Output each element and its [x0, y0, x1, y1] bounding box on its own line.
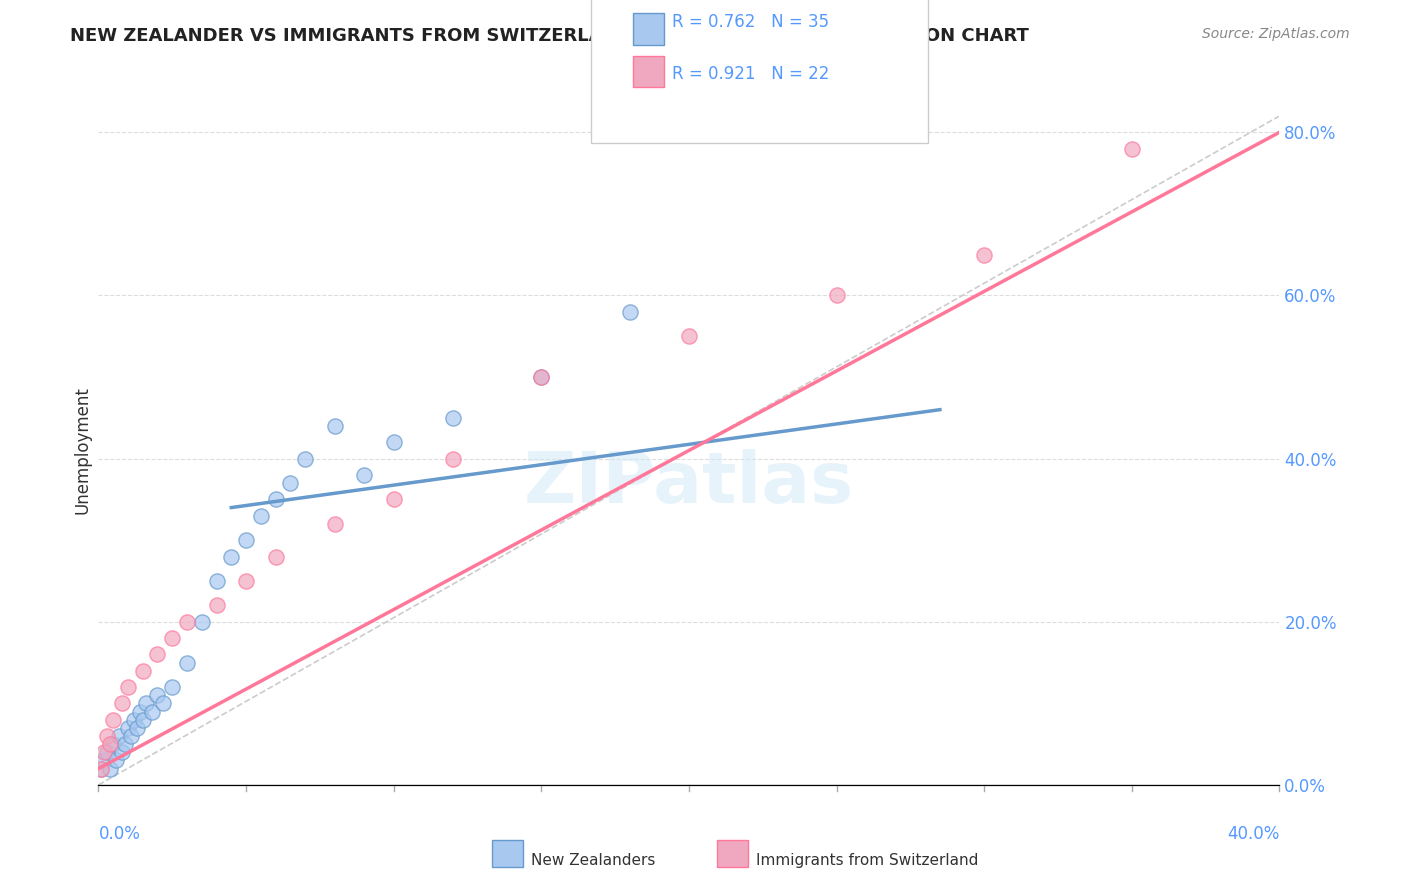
Point	[90, 762, 112, 776]
Point	[162, 680, 183, 694]
Point	[96, 745, 118, 759]
Point	[93, 745, 115, 759]
Point	[117, 680, 139, 694]
Text: R = 0.762   N = 35: R = 0.762 N = 35	[672, 13, 830, 31]
Point	[294, 451, 316, 466]
Point	[132, 713, 155, 727]
Point	[146, 688, 169, 702]
Point	[264, 492, 287, 507]
Y-axis label: Unemployment: Unemployment	[73, 386, 91, 515]
Point	[162, 631, 183, 645]
Text: 0.0%: 0.0%	[98, 825, 141, 843]
Point	[191, 615, 214, 629]
Point	[90, 762, 112, 776]
Point	[323, 516, 346, 531]
Text: R = 0.921   N = 22: R = 0.921 N = 22	[672, 65, 830, 83]
Point	[141, 705, 163, 719]
Point	[93, 754, 115, 768]
Point	[382, 492, 405, 507]
Point	[205, 599, 228, 613]
Text: New Zealanders: New Zealanders	[531, 854, 655, 868]
Point	[117, 721, 139, 735]
Point	[441, 410, 464, 425]
Point	[108, 729, 131, 743]
Point	[132, 664, 155, 678]
Point	[973, 247, 995, 261]
Point	[441, 451, 464, 466]
Text: Immigrants from Switzerland: Immigrants from Switzerland	[756, 854, 979, 868]
Point	[146, 648, 169, 662]
Point	[128, 705, 150, 719]
Point	[825, 288, 848, 302]
Point	[114, 737, 136, 751]
Point	[530, 370, 553, 384]
Text: 40.0%: 40.0%	[1227, 825, 1279, 843]
Point	[278, 476, 302, 491]
Point	[103, 737, 125, 751]
Point	[250, 508, 273, 523]
Point	[353, 467, 375, 482]
Point	[103, 713, 125, 727]
Point	[152, 697, 174, 711]
Point	[176, 656, 198, 670]
Point	[120, 729, 142, 743]
Point	[125, 721, 148, 735]
Point	[205, 574, 228, 588]
Point	[96, 729, 118, 743]
Point	[530, 370, 553, 384]
Point	[176, 615, 198, 629]
Point	[619, 305, 641, 319]
Point	[382, 435, 405, 450]
Point	[98, 737, 121, 751]
Point	[235, 574, 257, 588]
Point	[111, 745, 134, 759]
Point	[1121, 142, 1143, 156]
Point	[264, 549, 287, 564]
Point	[135, 697, 157, 711]
Point	[122, 713, 145, 727]
Text: Source: ZipAtlas.com: Source: ZipAtlas.com	[1202, 27, 1350, 41]
Point	[678, 329, 700, 343]
Point	[98, 762, 121, 776]
Point	[323, 419, 346, 434]
Point	[111, 697, 134, 711]
Text: ZIPatlas: ZIPatlas	[524, 450, 853, 518]
Point	[219, 549, 242, 564]
Text: NEW ZEALANDER VS IMMIGRANTS FROM SWITZERLAND UNEMPLOYMENT CORRELATION CHART: NEW ZEALANDER VS IMMIGRANTS FROM SWITZER…	[70, 27, 1029, 45]
Point	[235, 533, 257, 548]
Point	[105, 754, 128, 768]
